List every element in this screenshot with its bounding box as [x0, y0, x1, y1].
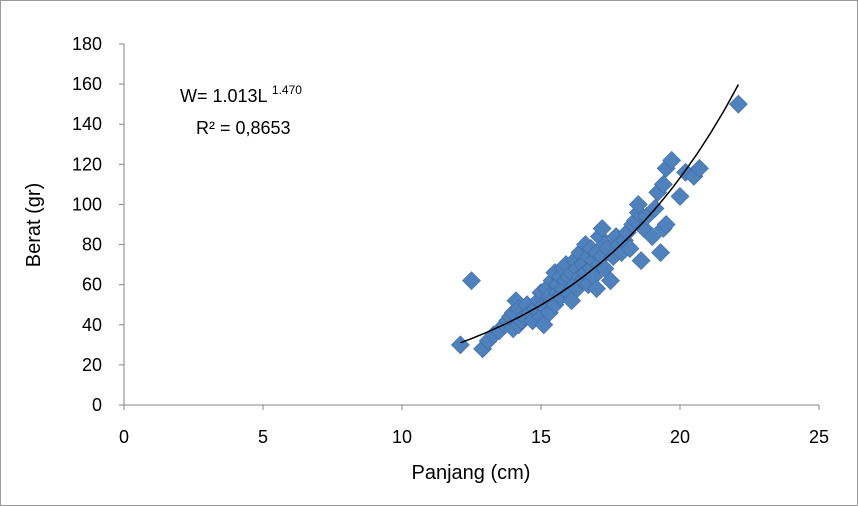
- y-tick-label: 180: [72, 34, 102, 54]
- trendline-equation: W= 1.013L 1.470: [180, 83, 302, 106]
- data-point: [601, 271, 620, 291]
- x-axis-title: Panjang (cm): [412, 462, 531, 484]
- y-tick-label: 140: [72, 114, 102, 134]
- data-point: [450, 335, 470, 355]
- r-squared-label: R² = 0,8653: [196, 118, 291, 138]
- y-tick-label: 20: [82, 355, 102, 375]
- x-tick-label: 20: [670, 427, 690, 447]
- y-tick-label: 120: [72, 154, 102, 174]
- data-point: [651, 243, 670, 263]
- x-tick-label: 25: [809, 427, 829, 447]
- data-point: [662, 150, 682, 170]
- data-point: [728, 94, 748, 114]
- y-tick-label: 40: [82, 315, 102, 335]
- data-point: [642, 227, 662, 246]
- x-tick-label: 15: [531, 427, 551, 447]
- data-point: [656, 215, 676, 234]
- axes: [123, 44, 819, 406]
- data-point: [462, 271, 481, 291]
- y-tick-label: 80: [82, 235, 102, 255]
- data-point: [562, 291, 582, 311]
- y-tick-label: 0: [92, 395, 102, 415]
- data-point: [620, 239, 640, 258]
- equation-base: W= 1.013L: [180, 86, 268, 106]
- data-point: [587, 279, 607, 299]
- data-point: [592, 219, 612, 238]
- ticks: 0 20 40 60 80 100 120 140 160 180 0 5 10 15 20 25: [72, 34, 829, 447]
- x-tick-label: 10: [392, 427, 412, 447]
- data-points: [450, 94, 748, 359]
- y-tick-label: 100: [72, 194, 102, 214]
- data-point: [690, 158, 709, 178]
- data-point: [631, 251, 651, 271]
- x-tick-label: 5: [258, 427, 268, 447]
- y-tick-label: 60: [82, 275, 102, 295]
- data-point: [670, 186, 690, 206]
- data-point: [628, 195, 648, 214]
- data-point: [653, 174, 673, 194]
- y-tick-label: 160: [72, 74, 102, 94]
- y-axis-title: Berat (gr): [23, 183, 45, 267]
- trendline: [460, 84, 740, 344]
- equation-exponent: 1.470: [272, 83, 302, 97]
- x-tick-label: 0: [119, 427, 129, 447]
